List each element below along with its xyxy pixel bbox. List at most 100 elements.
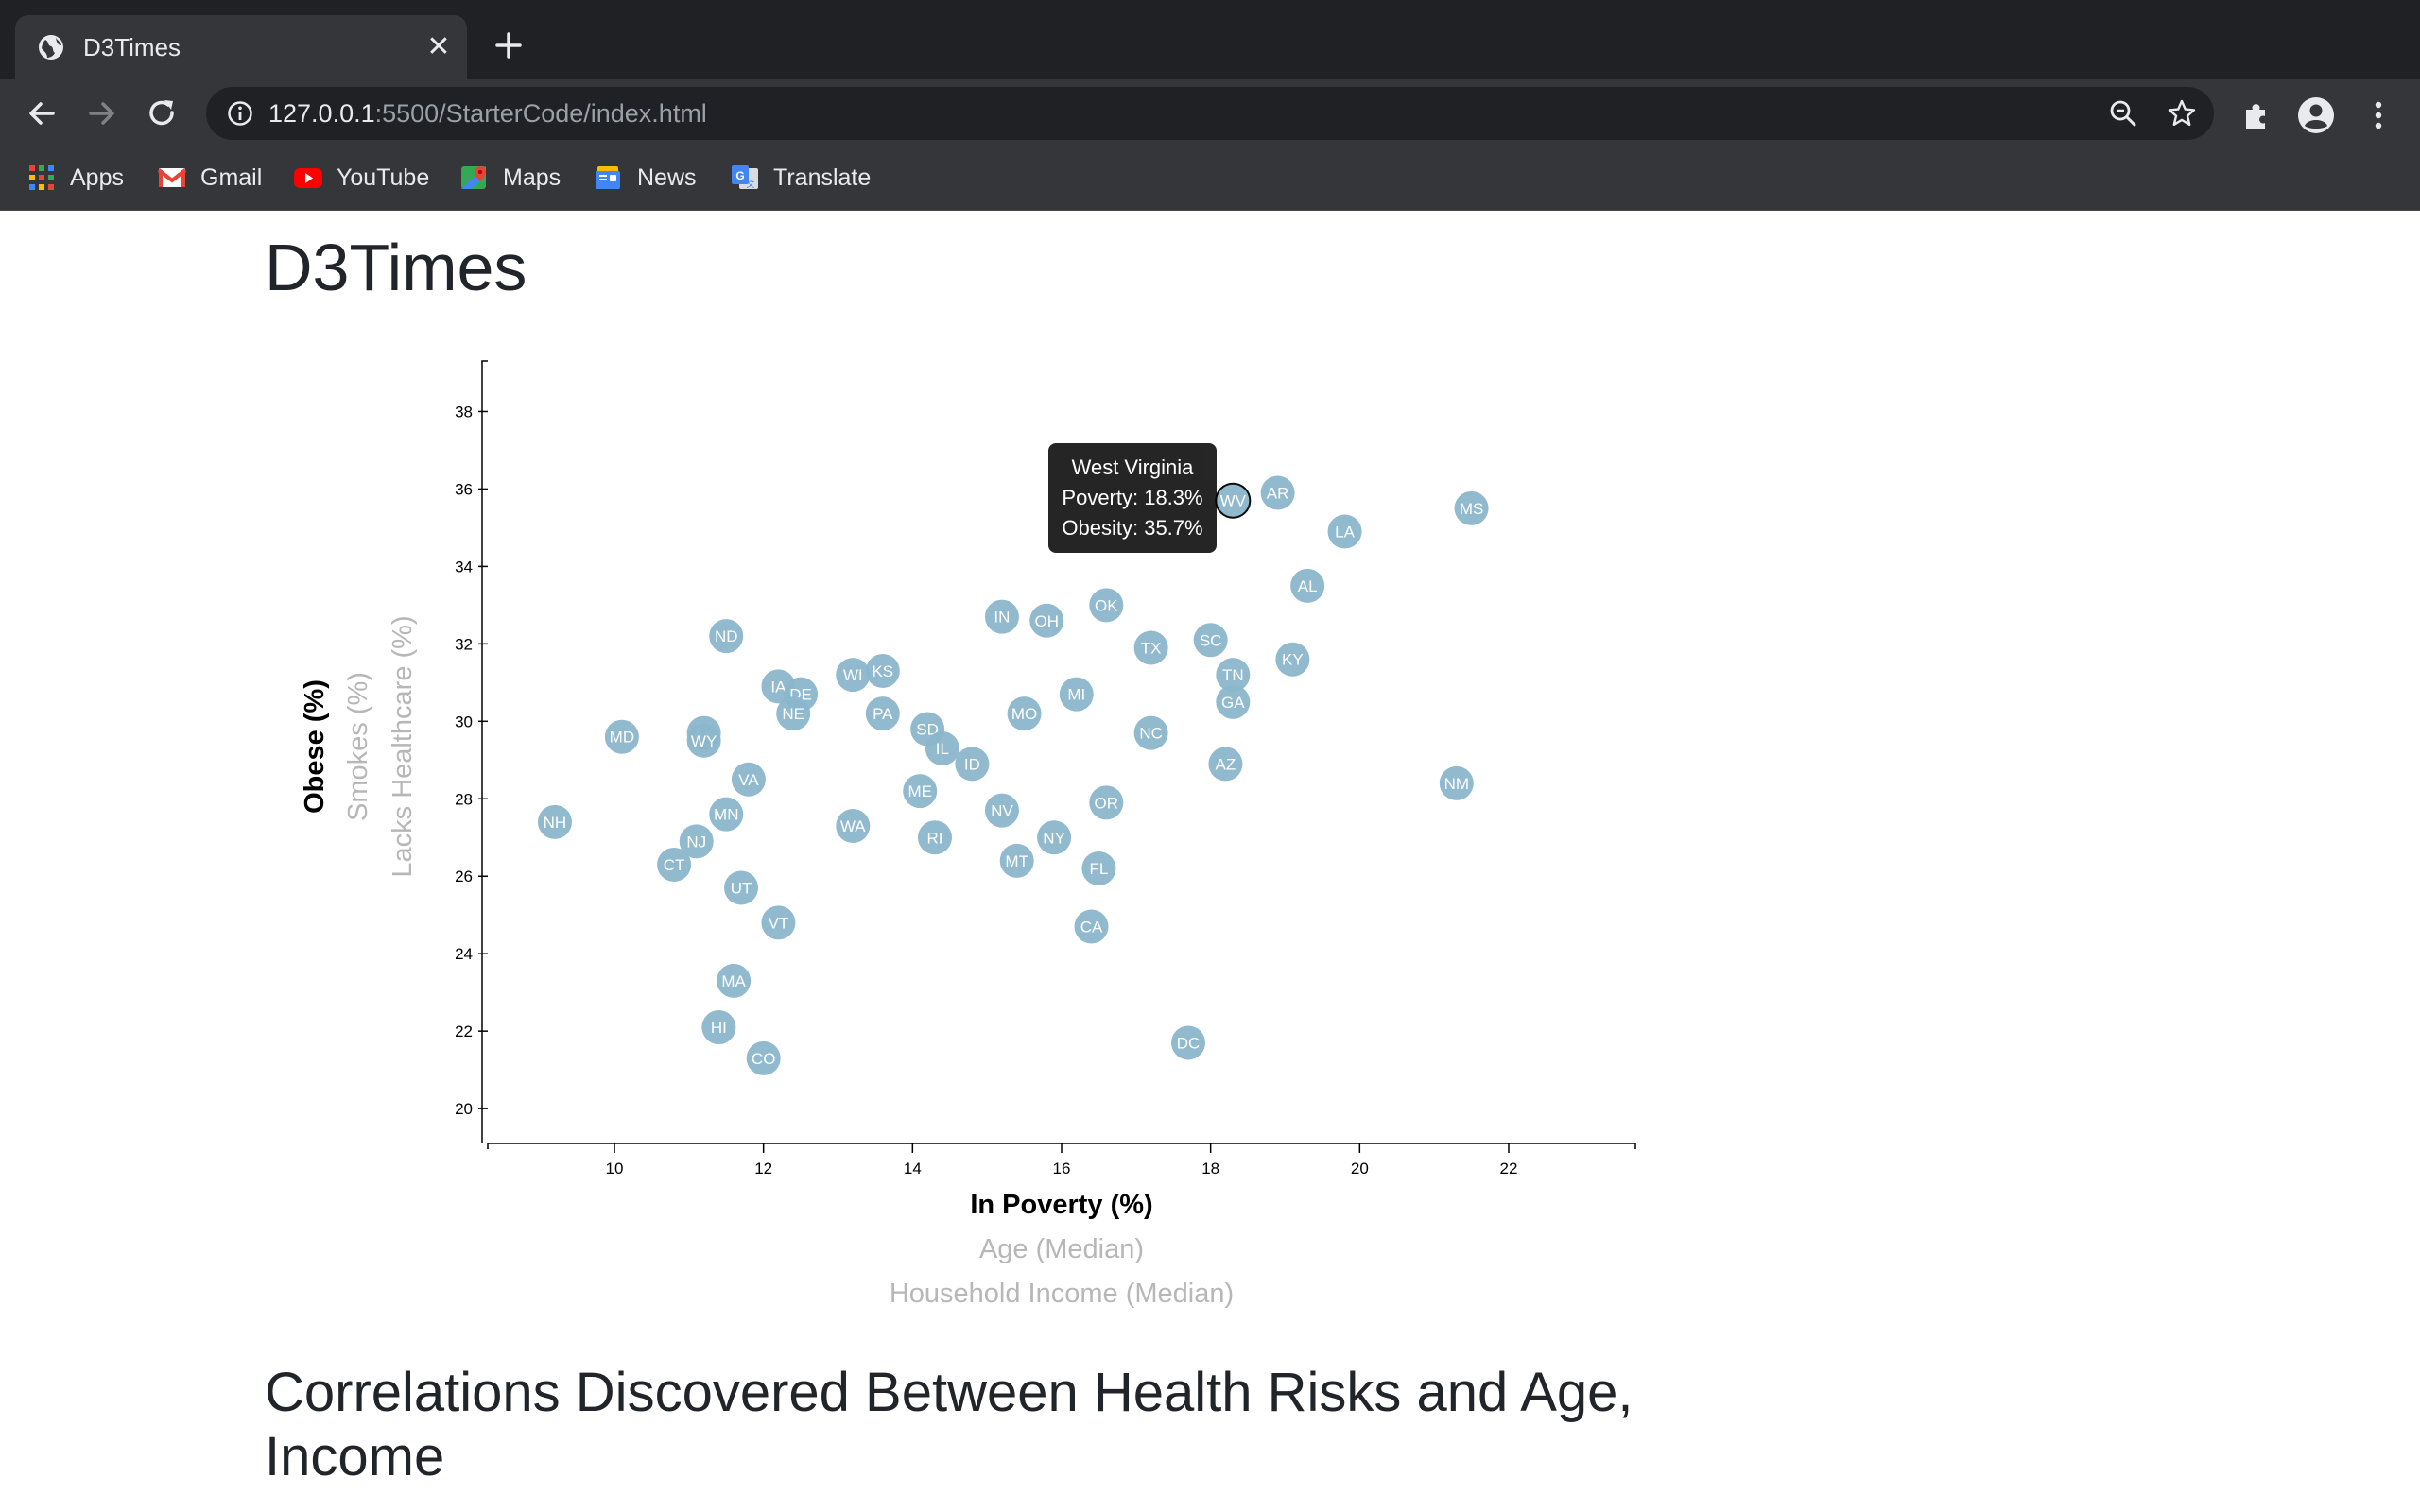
gmail-icon [157, 168, 187, 187]
tab-close-icon[interactable]: ✕ [426, 31, 451, 62]
youtube-icon [294, 168, 322, 188]
state-marker-label: OR [1095, 794, 1119, 812]
state-marker[interactable] [1216, 684, 1251, 719]
x-axis-title-age[interactable]: Age (Median) [979, 1234, 1144, 1264]
state-marker[interactable] [1193, 623, 1228, 658]
profile-avatar-icon[interactable] [2297, 96, 2335, 134]
bookmark-youtube-label: YouTube [337, 163, 430, 191]
state-marker-label: GA [1221, 694, 1245, 712]
state-marker[interactable] [717, 963, 752, 998]
y-axis-title-smokes[interactable]: Smokes (%) [343, 672, 373, 821]
tooltip-state: West Virginia [1071, 455, 1194, 479]
address-bar[interactable]: 127.0.0.1:5500/StarterCode/index.html [206, 87, 2214, 140]
state-marker-label: NE [782, 705, 804, 723]
x-axis-title-poverty[interactable]: In Poverty (%) [970, 1190, 1152, 1220]
extensions-puzzle-icon[interactable] [2238, 96, 2276, 134]
state-marker[interactable] [1439, 765, 1474, 800]
state-marker[interactable] [865, 696, 900, 731]
state-marker[interactable] [1216, 658, 1251, 693]
state-marker[interactable] [604, 719, 639, 754]
bookmark-youtube[interactable]: YouTube [293, 161, 429, 195]
state-marker[interactable] [955, 747, 990, 782]
translate-icon: G 文 [732, 165, 758, 190]
y-tick-label: 32 [455, 635, 473, 653]
bookmark-maps-label: Maps [503, 163, 562, 191]
new-tab-icon[interactable] [492, 28, 526, 62]
bookmark-maps[interactable]: Maps [459, 161, 561, 195]
state-marker[interactable] [761, 905, 796, 940]
state-marker-label: OK [1095, 596, 1118, 614]
news-icon [596, 166, 620, 189]
state-marker[interactable] [1454, 490, 1489, 525]
state-marker-label: TN [1222, 666, 1244, 684]
state-marker[interactable] [836, 658, 871, 693]
state-marker[interactable] [679, 824, 714, 859]
x-tick-label: 20 [1351, 1160, 1369, 1177]
state-marker[interactable] [1037, 820, 1072, 855]
state-marker[interactable] [1327, 514, 1362, 549]
state-marker[interactable] [686, 723, 721, 758]
state-marker[interactable] [701, 1010, 736, 1045]
zoom-out-icon[interactable] [2108, 98, 2138, 129]
state-marker[interactable] [731, 762, 766, 797]
browser-menu-icon[interactable] [2360, 96, 2397, 134]
state-marker[interactable] [1208, 747, 1243, 782]
state-marker[interactable] [746, 1040, 781, 1075]
bookmark-gmail[interactable]: Gmail [157, 161, 262, 195]
browser-toolbar: 127.0.0.1:5500/StarterCode/index.html [0, 79, 2420, 147]
state-marker[interactable] [1074, 909, 1109, 944]
x-axis-title-income[interactable]: Household Income (Median) [890, 1279, 1234, 1309]
reload-icon[interactable] [146, 96, 180, 130]
state-marker[interactable] [657, 847, 692, 882]
state-marker[interactable] [1029, 603, 1064, 638]
state-marker[interactable] [1171, 1025, 1206, 1060]
state-marker[interactable] [917, 820, 952, 855]
y-axis-title-healthcare[interactable]: Lacks Healthcare (%) [388, 615, 418, 877]
state-marker-label: FL [1089, 860, 1108, 878]
state-marker[interactable] [1081, 851, 1116, 886]
site-info-icon[interactable] [227, 100, 253, 127]
apps-grid-icon [29, 165, 54, 190]
y-axis-title-obese[interactable]: Obese (%) [300, 679, 330, 814]
browser-tab[interactable]: D3Times ✕ [15, 15, 467, 79]
state-marker[interactable] [776, 696, 811, 731]
state-marker[interactable] [1275, 642, 1310, 677]
state-marker[interactable] [984, 793, 1019, 828]
state-marker[interactable] [1059, 677, 1094, 712]
state-marker[interactable] [1007, 696, 1042, 731]
state-marker[interactable] [724, 870, 759, 905]
state-marker[interactable] [1260, 475, 1295, 510]
url-text[interactable]: 127.0.0.1:5500/StarterCode/index.html [268, 98, 707, 129]
back-arrow-icon[interactable] [25, 96, 59, 130]
state-marker[interactable] [1089, 588, 1124, 623]
state-marker-label: IA [770, 678, 786, 696]
forward-arrow-icon[interactable] [85, 96, 119, 130]
bookmark-translate[interactable]: G 文 Translate [730, 161, 871, 195]
state-marker-label: MN [714, 806, 738, 824]
bookmark-news[interactable]: News [594, 161, 697, 195]
state-marker[interactable] [903, 774, 938, 809]
state-marker-label: NC [1139, 725, 1163, 743]
state-marker[interactable] [1133, 715, 1168, 750]
state-marker-label: WI [843, 666, 863, 684]
state-marker-label: IN [994, 609, 1010, 627]
state-marker[interactable] [925, 731, 959, 765]
state-marker-label: ME [908, 782, 932, 800]
state-marker[interactable] [709, 619, 744, 654]
state-marker[interactable] [1089, 785, 1124, 820]
state-marker[interactable] [1290, 568, 1325, 603]
state-marker[interactable] [999, 843, 1034, 878]
state-marker-label: AL [1298, 577, 1318, 595]
state-marker[interactable] [709, 797, 744, 832]
state-marker-label: NJ [686, 833, 706, 850]
bookmark-star-icon[interactable] [2167, 98, 2197, 129]
state-marker[interactable] [1133, 630, 1168, 665]
state-marker[interactable] [865, 654, 900, 689]
state-marker-label: PA [873, 705, 893, 723]
state-marker[interactable] [984, 599, 1019, 634]
y-tick-label: 38 [455, 403, 473, 421]
state-marker-label: MA [721, 972, 746, 990]
state-marker[interactable] [836, 808, 871, 843]
bookmark-apps[interactable]: Apps [26, 161, 124, 195]
state-marker[interactable] [537, 804, 572, 839]
